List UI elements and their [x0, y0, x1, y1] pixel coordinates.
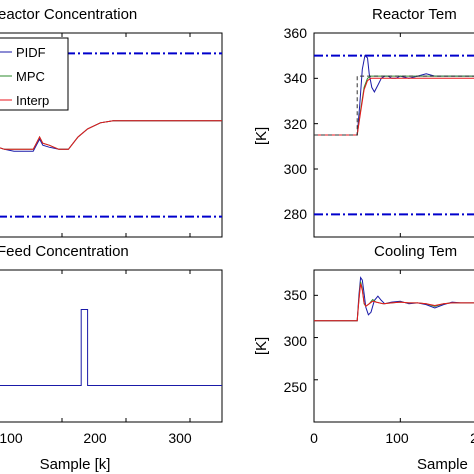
feed-concentration-axes [0, 269, 223, 423]
cooling-temperature-axes [313, 269, 474, 423]
series-line-pidf [314, 54, 474, 136]
series-line-mpc [0, 120, 222, 150]
cooling-temperature-xlabel: Sample [417, 456, 468, 473]
reactor-concentration-title: eactor Concentration [0, 6, 137, 23]
cooling-temperature-panel: Cooling Tem 250 300 350 [K] 0 100 2 Samp… [253, 243, 474, 473]
x-tick-label: 0 [310, 430, 318, 446]
feed-concentration-title: Feed Concentration [0, 243, 129, 260]
legend-entry-mpc: MPC [16, 69, 45, 84]
cooling-temperature-ylabel: [K] [253, 337, 270, 355]
x-tick-label: 100 [0, 430, 23, 446]
legend-box [0, 37, 69, 111]
series-line-pidf [0, 120, 222, 152]
x-tick-label: 300 [168, 430, 192, 446]
series-line-setpoint [314, 75, 474, 136]
y-tick-label: 250 [284, 379, 308, 395]
legend-entry-pidf: PIDF [16, 45, 46, 60]
feed-concentration-xlabel: Sample [k] [40, 456, 111, 473]
x-tick-label: 2 [470, 430, 474, 446]
series-line-feed [0, 309, 222, 386]
series-line-mpc [314, 75, 474, 136]
y-tick-label: 280 [284, 206, 308, 222]
y-tick-label: 300 [284, 333, 308, 349]
y-tick-label: 360 [284, 25, 308, 41]
series-line-interp [314, 77, 474, 136]
series-line-interp [314, 283, 474, 322]
legend-entry-interp: Interp [16, 93, 49, 108]
cooling-temperature-plot [313, 270, 474, 422]
feed-concentration-panel: Feed Concentration 100 200 300 Sample [k… [0, 243, 223, 473]
feed-concentration-plot [0, 270, 222, 422]
reactor-temperature-plot [314, 32, 474, 237]
reactor-temperature-panel: Reactor Tem 280 300 320 340 360 [K] [253, 6, 474, 238]
series-line-mpc [314, 281, 474, 322]
y-tick-label: 350 [284, 287, 308, 303]
y-tick-label: 340 [284, 70, 308, 86]
x-tick-label: 100 [385, 430, 409, 446]
series-line-interp [0, 120, 222, 150]
legend: PIDF MPC Interp [0, 37, 69, 111]
cooling-temperature-title: Cooling Tem [374, 243, 457, 260]
x-tick-label: 200 [83, 430, 107, 446]
reactor-temperature-title: Reactor Tem [372, 6, 457, 23]
series-line-pidf [314, 276, 474, 322]
reactor-concentration-panel: eactor Concentration PIDF MPC Interp [0, 6, 223, 238]
y-tick-label: 300 [284, 161, 308, 177]
reactor-temperature-ylabel: [K] [253, 127, 270, 145]
y-tick-label: 320 [284, 116, 308, 132]
reactor-concentration-axes [0, 32, 223, 238]
